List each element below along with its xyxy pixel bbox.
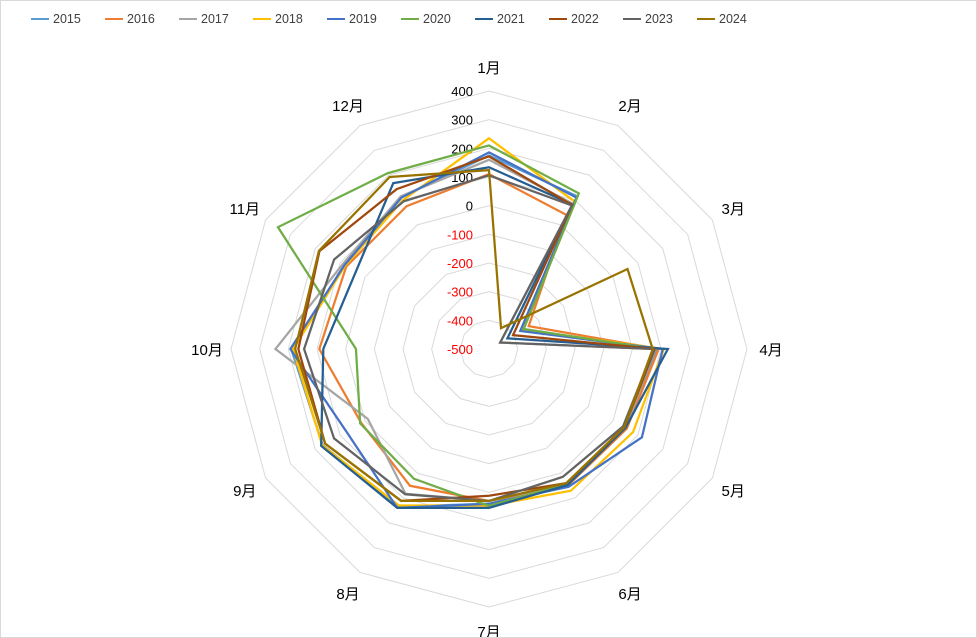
tick-label: -200	[447, 256, 473, 271]
legend-swatch	[549, 18, 567, 20]
category-label: 7月	[477, 624, 500, 638]
legend-swatch	[623, 18, 641, 20]
legend-swatch	[179, 18, 197, 20]
legend-label: 2021	[497, 12, 525, 26]
legend-item-2020: 2020	[401, 12, 475, 26]
tick-label: -300	[447, 285, 473, 300]
category-label: 6月	[618, 586, 641, 603]
grid	[230, 90, 748, 608]
grid-ring	[316, 176, 662, 522]
grid-ring	[402, 262, 576, 436]
legend-swatch	[253, 18, 271, 20]
series-line-2019	[288, 151, 665, 510]
category-label: 12月	[332, 98, 364, 115]
tick-label: 0	[466, 199, 473, 214]
legend-swatch	[327, 18, 345, 20]
legend-swatch	[31, 18, 49, 20]
series-line-2021	[320, 166, 670, 510]
legend-label: 2024	[719, 12, 747, 26]
category-label: 3月	[722, 201, 745, 218]
legend-label: 2020	[423, 12, 451, 26]
legend-item-2024: 2024	[697, 12, 771, 26]
category-label: 1月	[477, 60, 500, 77]
grid-ring	[373, 233, 605, 465]
category-labels: 1月 2月 3月 4月 5月 6月 7月 8月 9月 10月 11月 12月	[191, 60, 783, 638]
legend-item-2016: 2016	[105, 12, 179, 26]
legend: 2015 2016 2017 2018 2019 2020 2021 2022 2023 2024	[31, 12, 771, 26]
series-line-2024	[294, 168, 654, 503]
legend-item-2023: 2023	[623, 12, 697, 26]
legend-label: 2019	[349, 12, 377, 26]
grid-ring	[230, 90, 748, 608]
category-label: 8月	[336, 586, 359, 603]
legend-item-2019: 2019	[327, 12, 401, 26]
legend-swatch	[475, 18, 493, 20]
tick-label: 300	[451, 113, 473, 128]
legend-item-2022: 2022	[549, 12, 623, 26]
legend-swatch	[697, 18, 715, 20]
legend-label: 2018	[275, 12, 303, 26]
category-label: 9月	[233, 483, 256, 500]
category-label: 2月	[618, 98, 641, 115]
series-lines	[273, 136, 670, 510]
legend-label: 2017	[201, 12, 229, 26]
legend-label: 2023	[645, 12, 673, 26]
grid-ring	[431, 291, 547, 407]
tick-label: 400	[451, 84, 473, 99]
legend-swatch	[401, 18, 419, 20]
tick-label: -500	[447, 342, 473, 357]
grid-ring	[345, 205, 633, 493]
legend-label: 2016	[127, 12, 155, 26]
legend-swatch	[105, 18, 123, 20]
legend-label: 2015	[53, 12, 81, 26]
category-label: 4月	[759, 342, 782, 359]
series-line-2016	[318, 172, 661, 503]
grid-ring	[287, 147, 691, 551]
series-line-2020	[276, 144, 657, 507]
category-label: 10月	[191, 342, 223, 359]
legend-item-2021: 2021	[475, 12, 549, 26]
category-label: 11月	[229, 201, 260, 218]
legend-item-2015: 2015	[31, 12, 105, 26]
legend-item-2017: 2017	[179, 12, 253, 26]
tick-label: -100	[447, 227, 473, 242]
grid-ring	[259, 119, 719, 579]
legend-label: 2022	[571, 12, 599, 26]
tick-label: -400	[447, 313, 473, 328]
legend-item-2018: 2018	[253, 12, 327, 26]
category-label: 5月	[722, 483, 745, 500]
